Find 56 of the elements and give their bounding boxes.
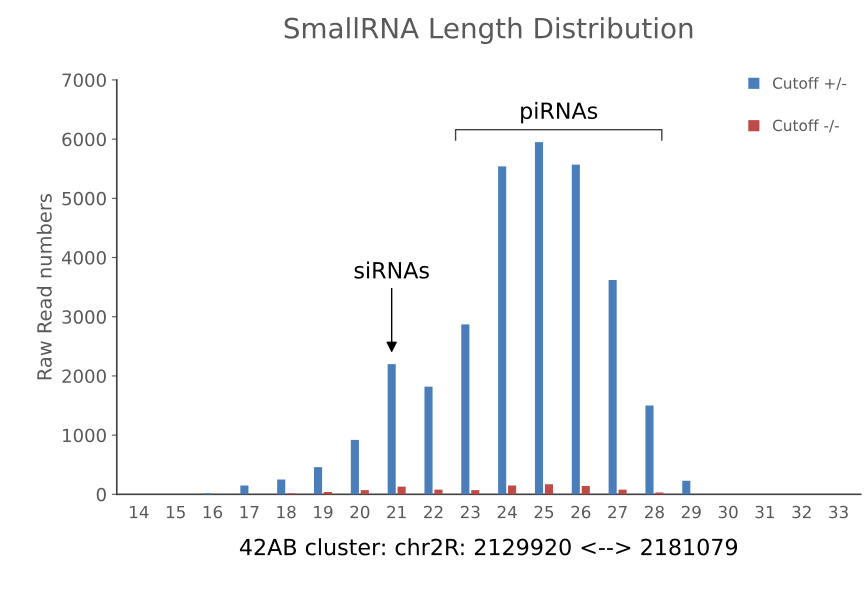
x-tick-label: 20: [350, 506, 370, 518]
x-tick-label: 16: [204, 506, 222, 518]
x-tick-label: 19: [314, 506, 332, 518]
bar: [618, 490, 627, 494]
x-axis-title: 42AB cluster: chr2R: 2129920 <--> 2181079: [240, 538, 738, 556]
x-tick-label: 21: [387, 506, 406, 518]
y-tick-label: 7000: [62, 73, 106, 88]
bar: [398, 486, 406, 494]
y-tick-label: 6000: [62, 132, 106, 146]
x-tick-label: 24: [498, 506, 517, 518]
bar: [508, 485, 516, 494]
x-tick-label: 18: [277, 506, 296, 518]
bar: [314, 467, 322, 494]
x-tick-label: 26: [571, 506, 590, 518]
bar: [682, 480, 690, 494]
bar: [350, 440, 359, 494]
legend-label: Cutoff +/-: [773, 77, 846, 90]
y-tick-label: 0: [96, 488, 106, 502]
x-tick-label: 14: [130, 506, 149, 518]
chart-title: SmallRNA Length Distribution: [284, 17, 692, 44]
legend-label: Cutoff -/-: [773, 119, 839, 132]
x-tick-label: 15: [166, 506, 185, 518]
x-tick-label: 33: [829, 506, 848, 518]
x-tick-label: 23: [460, 506, 480, 518]
x-tick-label: 25: [534, 506, 554, 518]
bar: [424, 386, 433, 494]
x-tick-label: 31: [756, 506, 774, 518]
x-tick-label: 17: [240, 506, 259, 518]
y-tick-label: 3000: [62, 310, 106, 324]
y-tick-label: 1000: [63, 428, 106, 442]
bar: [277, 480, 286, 494]
bar: [498, 166, 506, 494]
annotation: piRNAs: [521, 102, 598, 124]
bar: [544, 484, 553, 494]
annotation: siRNAs: [354, 261, 429, 279]
x-tick-label: 27: [608, 506, 627, 518]
bar: [360, 490, 369, 494]
bar: [461, 324, 470, 494]
y-tick-label: 2000: [62, 369, 106, 384]
x-tick-label: 29: [682, 506, 701, 518]
y-axis-title: Raw Read numbers: [36, 194, 52, 380]
y-tick-label: 5000: [62, 192, 106, 206]
x-tick-label: 22: [424, 506, 442, 518]
x-tick-label: 32: [792, 506, 811, 518]
bar: [582, 486, 590, 494]
bar: [572, 164, 580, 494]
bar: [534, 142, 544, 494]
bar: [388, 364, 396, 494]
bar: [608, 280, 617, 494]
y-tick-label: 4000: [62, 250, 106, 265]
bar: [434, 490, 443, 494]
x-tick-label: 30: [718, 506, 738, 518]
x-tick-label: 28: [645, 506, 664, 518]
bar: [471, 490, 480, 494]
bar: [240, 485, 248, 494]
bar: [645, 406, 654, 494]
